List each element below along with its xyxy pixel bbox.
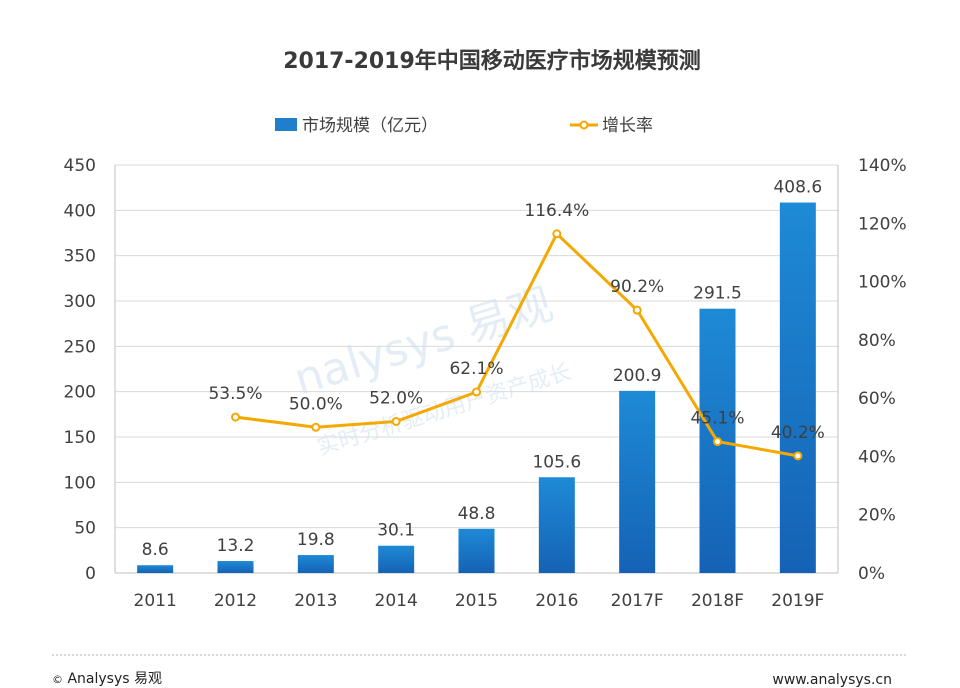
y-right-tick-label: 0% [858, 564, 885, 584]
legend-line-label: 增长率 [602, 116, 653, 136]
y-right-tick-label: 100% [858, 273, 907, 293]
legend: 市场规模（亿元） 增长率 [275, 116, 653, 136]
bar [458, 528, 495, 573]
growth-point [552, 229, 562, 239]
growth-data-label: 45.1% [690, 409, 744, 429]
footer-brand: Analysys 易观 [67, 671, 162, 687]
bar-data-label: 13.2 [217, 536, 255, 556]
x-tick-label: 2016 [535, 591, 578, 611]
x-tick-label: 2018F [691, 591, 744, 611]
y-left-tick-label: 450 [64, 156, 96, 176]
growth-data-label: 53.5% [208, 384, 262, 404]
y-left-tick-label: 50 [74, 519, 96, 539]
copyright-symbol: © [52, 673, 63, 686]
legend-bar-label: 市场规模（亿元） [302, 116, 438, 136]
y-right-tick-label: 120% [858, 214, 907, 234]
x-tick-label: 2012 [214, 591, 257, 611]
x-tick-label: 2013 [294, 591, 337, 611]
bar [137, 565, 174, 573]
growth-point [311, 422, 321, 432]
bar-data-label: 19.8 [297, 530, 335, 550]
bar [619, 390, 656, 573]
growth-point [632, 305, 642, 315]
growth-point [793, 451, 803, 461]
bar-data-label: 8.6 [142, 540, 169, 560]
growth-data-label: 116.4% [524, 201, 589, 221]
y-left-tick-label: 0 [85, 564, 96, 584]
y-left-tick-label: 400 [64, 201, 96, 221]
x-tick-label: 2019F [771, 591, 824, 611]
y-right-tick-label: 60% [858, 389, 896, 409]
x-axis: 2011 2012 2013 2014 2015 2016 2017F 2018F 2019F [134, 591, 825, 611]
growth-point [231, 412, 240, 422]
growth-point [472, 387, 481, 397]
bar [538, 477, 575, 573]
bar-data-label: 105.6 [532, 452, 581, 472]
growth-data-label: 62.1% [449, 359, 503, 379]
y-left-tick-label: 100 [64, 473, 96, 493]
y-left-tick-label: 150 [64, 428, 96, 448]
footer-url: www.analysys.cn [772, 672, 892, 688]
y-axis-right: 0% 20% 40% 60% 80% 100% 120% 140% [858, 156, 907, 584]
growth-data-label: 50.0% [289, 394, 343, 414]
x-tick-label: 2014 [375, 591, 418, 611]
legend-line-marker [579, 120, 589, 130]
growth-line [235, 232, 799, 458]
bar-data-label: 291.5 [693, 284, 742, 304]
y-left-tick-label: 350 [64, 247, 96, 267]
bar-data-label: 200.9 [613, 366, 662, 386]
bar [779, 202, 816, 573]
watermark: nalysys 易观 实时分析驱动用户资产成长 [288, 279, 574, 461]
growth-point [713, 437, 722, 447]
chart-title: 2017-2019年中国移动医疗市场规模预测 [283, 48, 701, 74]
bar [378, 545, 415, 573]
bar-data-label: 30.1 [377, 521, 415, 541]
y-right-tick-label: 80% [858, 331, 896, 351]
x-tick-label: 2015 [455, 591, 498, 611]
y-axis-left: 0 50 100 150 200 250 300 350 400 450 [64, 156, 96, 584]
legend-bar-swatch [275, 118, 297, 131]
bar-data-label: 48.8 [458, 504, 496, 524]
y-left-tick-label: 300 [64, 292, 96, 312]
y-right-tick-label: 20% [858, 506, 896, 526]
y-left-tick-label: 250 [64, 337, 96, 357]
bar [217, 561, 254, 573]
y-right-tick-label: 140% [858, 156, 907, 176]
y-right-tick-label: 40% [858, 447, 896, 467]
x-tick-label: 2017F [611, 591, 664, 611]
y-left-tick-label: 200 [64, 383, 96, 403]
line-series: 53.5% 50.0% 52.0% 62.1% 116.4% 90.2% 45.1% 40.2… [208, 201, 825, 461]
x-tick-label: 2011 [134, 591, 177, 611]
bar-data-label: 408.6 [773, 178, 822, 198]
growth-data-label: 52.0% [369, 388, 423, 408]
bar-series: 8.6 13.2 19.8 30.1 48.8 105.6 200.9 291.5 408.6 [137, 178, 822, 573]
growth-point [391, 416, 401, 426]
bar [297, 555, 334, 573]
growth-data-label: 40.2% [771, 423, 825, 443]
footer-left: © Analysys 易观 [52, 668, 162, 688]
growth-data-label: 90.2% [610, 277, 664, 297]
